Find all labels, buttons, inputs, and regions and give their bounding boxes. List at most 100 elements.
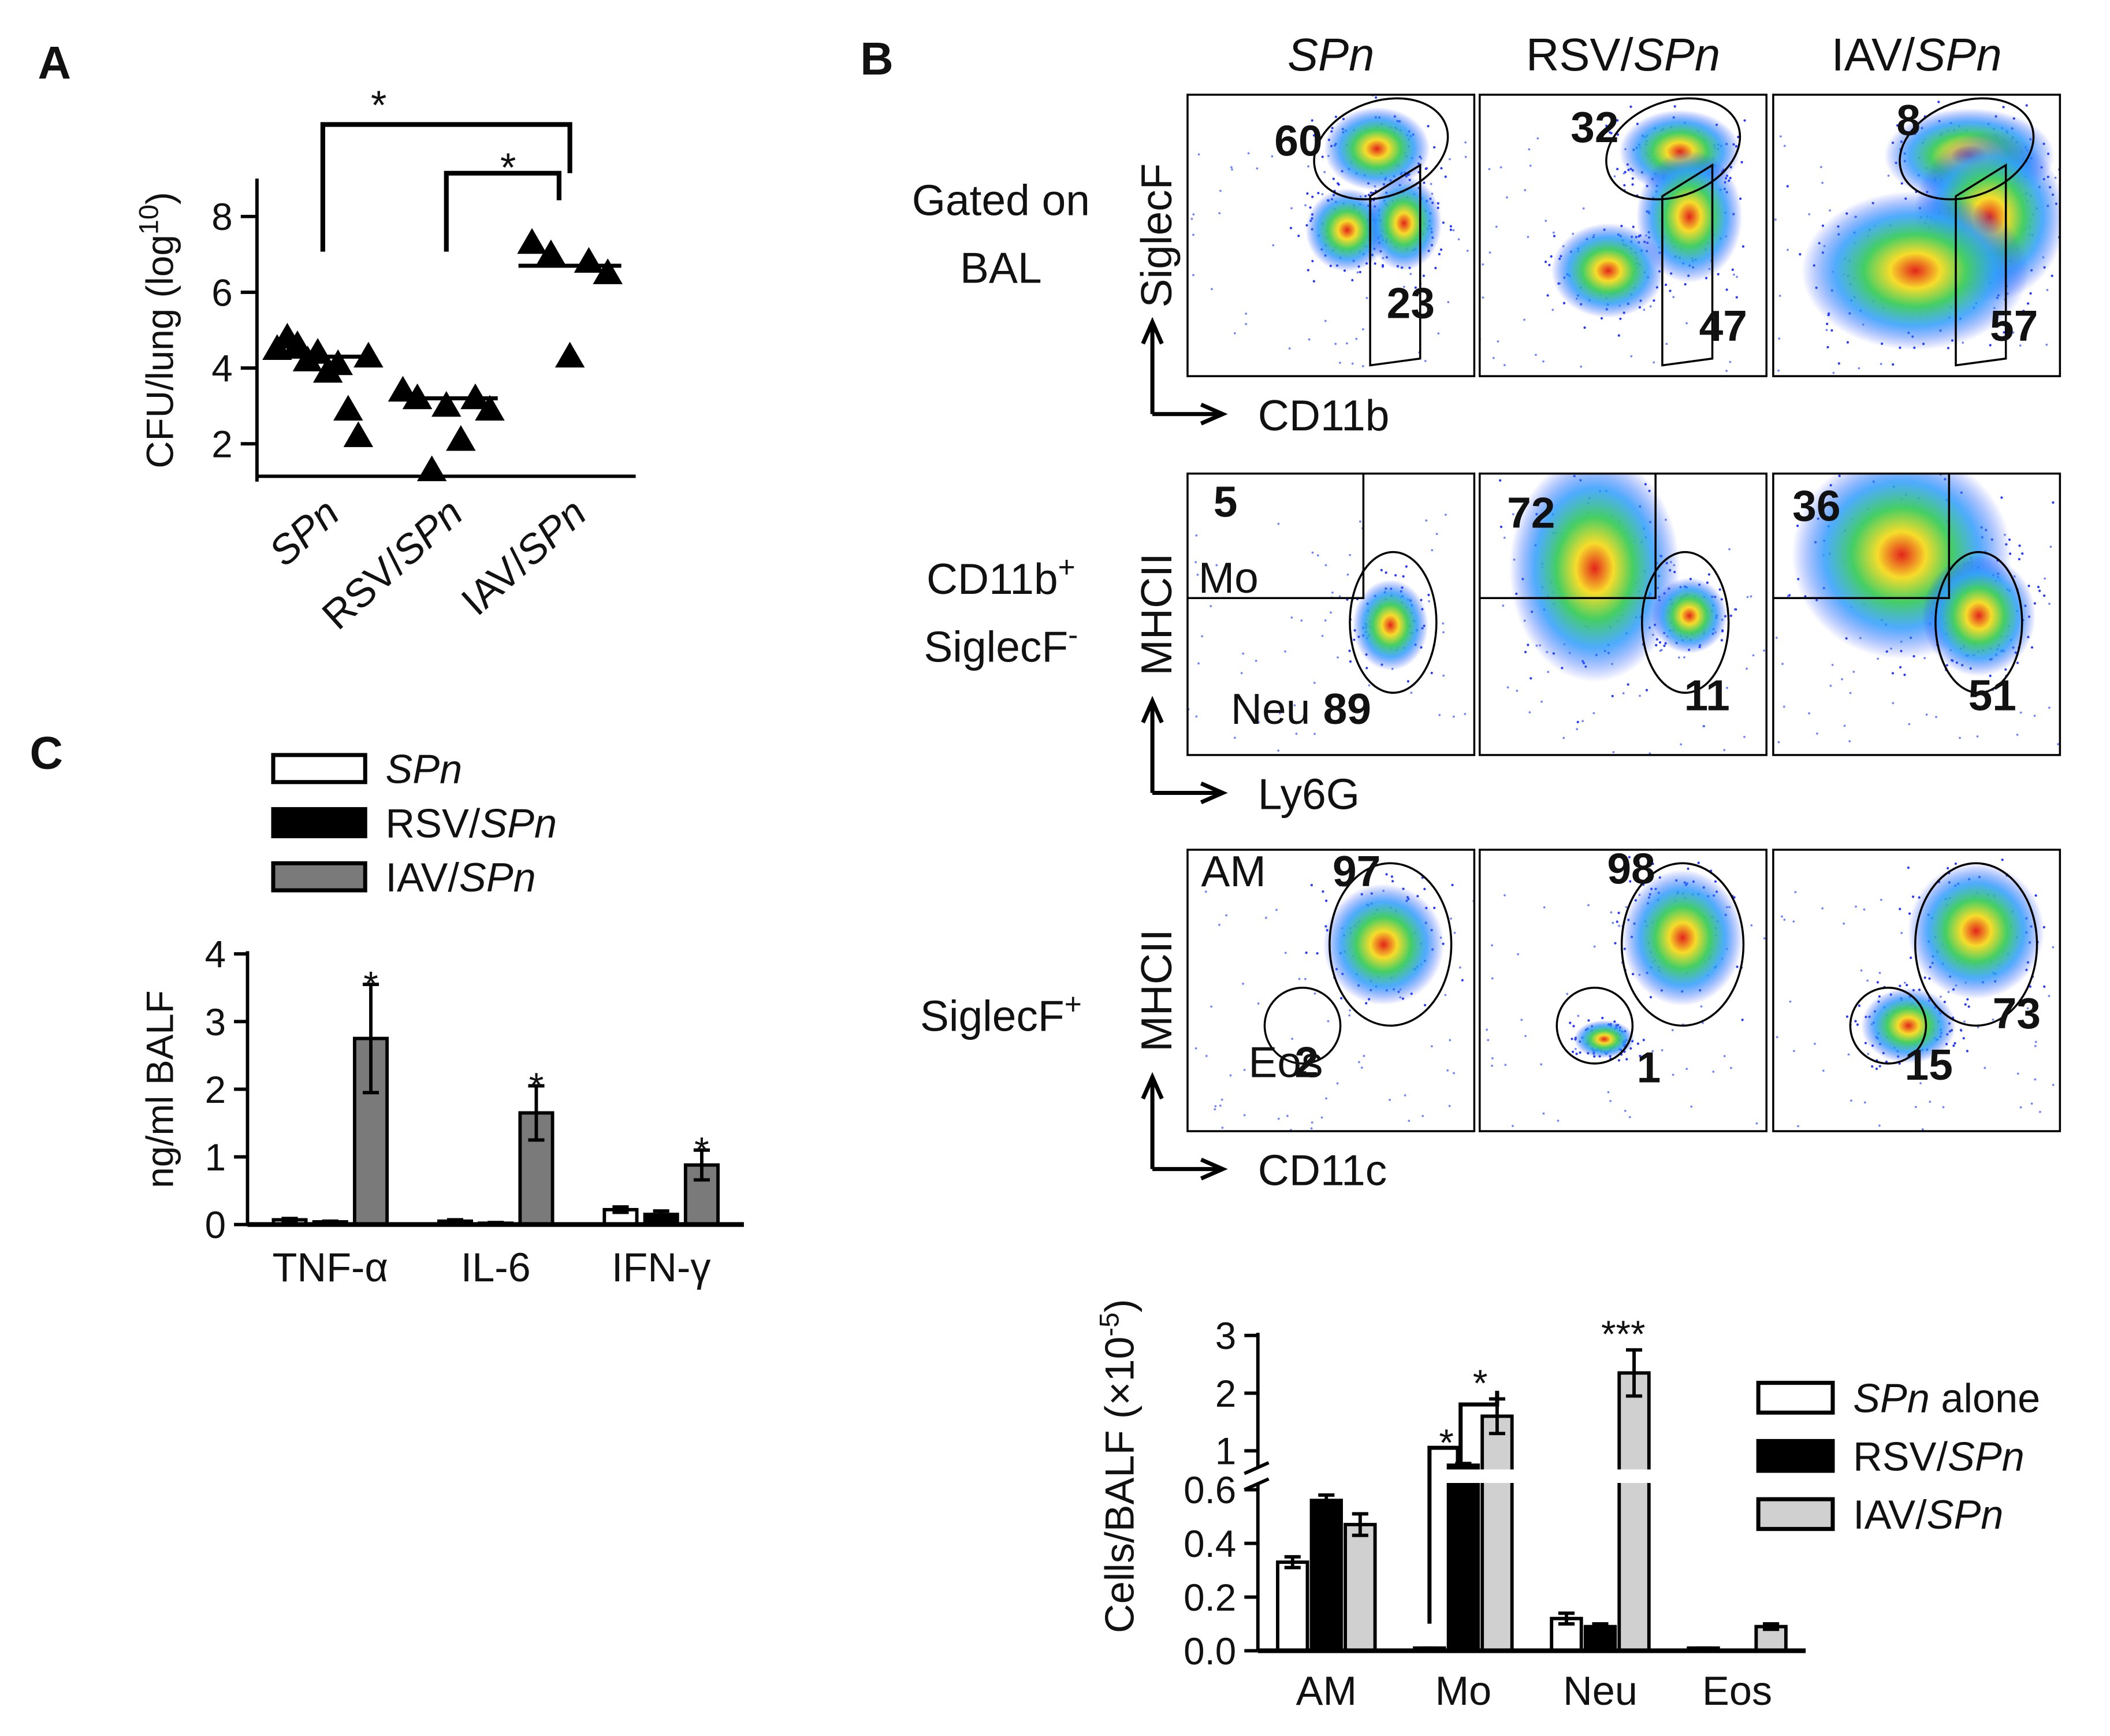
event-dot xyxy=(2046,289,2049,291)
y-tick-label: 0.2 xyxy=(1184,1577,1236,1619)
event-dot xyxy=(1218,212,1221,214)
event-dot xyxy=(1829,209,1831,212)
x-tick-label: TNF-α xyxy=(272,1244,388,1290)
event-dot xyxy=(2070,190,2072,192)
event-dot xyxy=(1979,437,1982,439)
event-dot xyxy=(1618,924,1620,927)
y-axis-label-part: Cells/BALF (×10 xyxy=(1096,1337,1142,1633)
event-dot xyxy=(1431,1045,1433,1048)
event-dot xyxy=(1632,225,1635,228)
event-dot xyxy=(1192,213,1195,216)
event-dot xyxy=(2027,302,2030,305)
x-tick-label: IAV/SPn xyxy=(452,489,594,624)
event-dot xyxy=(1673,105,1676,108)
event-dot xyxy=(1380,568,1383,571)
event-dot xyxy=(1728,548,1731,551)
event-dot xyxy=(1408,1120,1411,1122)
italic-text: SPn xyxy=(260,489,348,575)
italic-text: SPn xyxy=(385,746,462,792)
event-dot xyxy=(1628,1116,1631,1118)
event-dot xyxy=(1337,183,1340,186)
event-dot xyxy=(1740,319,1743,322)
gate-percentage: 60 xyxy=(1274,116,1322,165)
gate-name: Eos xyxy=(1248,1038,1323,1086)
event-dot xyxy=(2022,310,2025,313)
event-dot xyxy=(1325,899,1328,902)
event-dot xyxy=(2026,1007,2029,1010)
event-dot xyxy=(1311,195,1314,198)
row-label: CD11b+ xyxy=(926,550,1076,603)
significance-star: * xyxy=(529,1065,544,1107)
italic-text: SPn xyxy=(459,854,536,900)
event-dot xyxy=(1487,1039,1490,1042)
italic-text: SPn xyxy=(480,800,557,846)
event-dot xyxy=(1410,692,1413,694)
event-dot xyxy=(1750,924,1753,927)
event-dot xyxy=(1289,226,1293,229)
event-dot xyxy=(1921,1128,1924,1131)
event-dot xyxy=(1896,124,1899,127)
italic-text: SPn xyxy=(1853,1376,1930,1421)
event-dot xyxy=(1311,259,1314,263)
event-dot xyxy=(1962,1037,1965,1040)
flow-plot xyxy=(1187,849,1475,1132)
event-dot xyxy=(1576,728,1579,730)
data-point xyxy=(446,425,476,451)
event-dot xyxy=(1852,670,1855,673)
event-dot xyxy=(2016,661,2019,664)
event-dot xyxy=(1265,916,1267,919)
event-dot xyxy=(1786,185,1789,188)
event-dot xyxy=(1550,255,1553,258)
data-point xyxy=(343,421,374,447)
event-dot xyxy=(1406,680,1410,683)
y-axis-label: SiglecF xyxy=(1132,163,1181,308)
event-dot xyxy=(1572,1025,1575,1028)
density-blob xyxy=(1352,579,1428,671)
plot-background xyxy=(1187,849,1475,1132)
event-dot xyxy=(1580,365,1582,368)
event-dot xyxy=(1210,605,1212,608)
event-dot xyxy=(1571,1038,1573,1040)
event-dot xyxy=(1245,313,1248,315)
event-dot xyxy=(1832,371,1835,374)
event-dot xyxy=(2018,544,2021,547)
event-dot xyxy=(1482,263,1484,266)
event-dot xyxy=(1814,1042,1816,1045)
event-dot xyxy=(1524,650,1527,653)
event-dot xyxy=(1743,119,1746,122)
event-dot xyxy=(1627,683,1629,686)
event-dot xyxy=(1959,1028,1962,1031)
event-dot xyxy=(1221,1127,1224,1129)
event-dot xyxy=(1430,183,1432,185)
event-dot xyxy=(1444,175,1447,179)
event-dot xyxy=(1781,663,1784,666)
event-dot xyxy=(1778,295,1781,297)
error-bar xyxy=(693,1148,710,1182)
event-dot xyxy=(1829,685,1832,687)
event-dot xyxy=(1307,91,1309,93)
event-dot xyxy=(1540,700,1543,703)
event-dot xyxy=(1506,686,1509,689)
event-dot xyxy=(1359,270,1361,274)
event-dot xyxy=(1450,917,1452,920)
event-dot xyxy=(1307,269,1309,272)
bar xyxy=(1480,1414,1514,1653)
event-dot xyxy=(1576,442,1578,444)
event-dot xyxy=(2049,545,2052,548)
event-dot xyxy=(1360,1066,1363,1069)
event-dot xyxy=(1528,711,1531,713)
event-dot xyxy=(1391,880,1394,883)
event-dot xyxy=(1197,153,1200,156)
density-blob xyxy=(1908,863,2045,999)
event-dot xyxy=(2037,585,2040,589)
event-dot xyxy=(1219,189,1222,192)
event-dot xyxy=(1284,951,1287,954)
event-dot xyxy=(1286,1114,1289,1117)
event-dot xyxy=(1351,278,1354,282)
event-dot xyxy=(2051,274,2053,277)
y-tick-label: 0.6 xyxy=(1184,1469,1236,1511)
event-dot xyxy=(1875,1067,1878,1070)
event-dot xyxy=(1876,981,1879,984)
row-label: BAL xyxy=(960,244,1042,292)
